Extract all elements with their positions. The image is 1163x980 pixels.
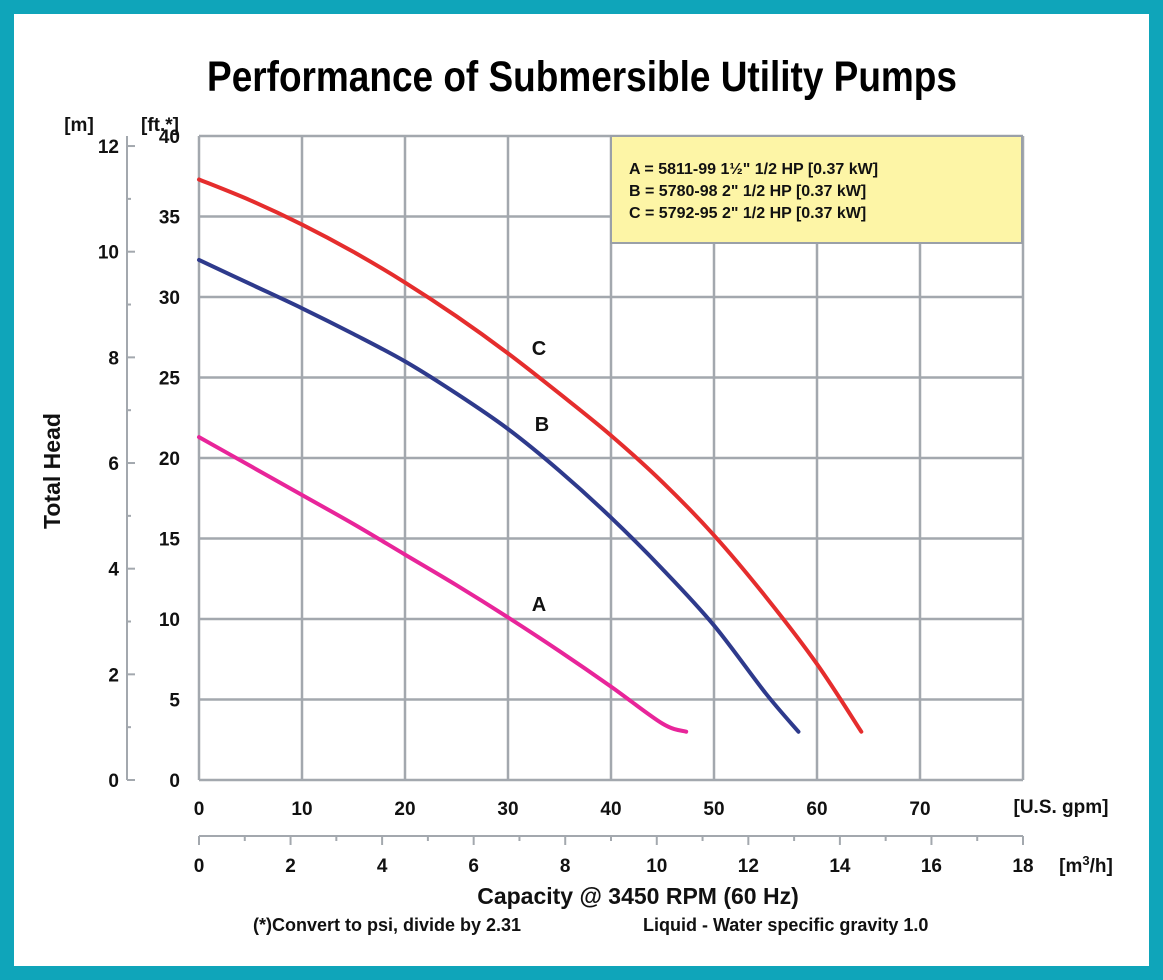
legend-entry-c: C = 5792-95 2" 1/2 HP [0.37 kW] xyxy=(629,205,866,222)
gpm-tick-label: 50 xyxy=(703,799,724,820)
feet-tick-label: 25 xyxy=(159,369,181,390)
meters-tick-label: 8 xyxy=(108,348,119,369)
m3h-tick-label: 8 xyxy=(560,856,571,877)
footnote-liquid: Liquid - Water specific gravity 1.0 xyxy=(643,915,928,935)
gpm-tick-label: 0 xyxy=(194,799,205,820)
chart-title: Performance of Submersible Utility Pumps xyxy=(207,53,957,100)
legend-entry-b: B = 5780-98 2" 1/2 HP [0.37 kW] xyxy=(629,183,866,200)
curve-b xyxy=(197,257,801,734)
curve-c xyxy=(197,177,864,734)
meters-tick-label: 10 xyxy=(98,243,119,264)
grid-lines xyxy=(197,134,1025,782)
m3h-tick-label: 12 xyxy=(738,856,759,877)
gpm-tick-label: 70 xyxy=(909,799,930,820)
m3h-tick-label: 10 xyxy=(646,856,667,877)
pump-performance-chart: Performance of Submersible Utility Pumps… xyxy=(39,53,1113,935)
footnote-psi: (*)Convert to psi, divide by 2.31 xyxy=(253,915,521,935)
x-unit-m3h-pre: [m xyxy=(1059,856,1082,877)
feet-tick-label: 10 xyxy=(159,610,180,631)
gpm-tick-label: 40 xyxy=(600,799,621,820)
m3h-tick-label: 4 xyxy=(377,856,388,877)
feet-tick-label: 5 xyxy=(169,691,180,712)
chart-frame: Performance of Submersible Utility Pumps… xyxy=(14,14,1149,966)
m3h-tick-label: 14 xyxy=(829,856,851,877)
y-axis-title: Total Head xyxy=(39,413,65,529)
y-unit-feet: [ft.*] xyxy=(141,115,179,136)
feet-tick-label: 30 xyxy=(159,288,180,309)
x-unit-m3h: [m3/h] xyxy=(1059,853,1113,877)
feet-tick-label: 40 xyxy=(159,127,180,148)
curve-a xyxy=(197,435,689,734)
m3h-tick-label: 18 xyxy=(1012,856,1033,877)
legend: A = 5811-99 1½" 1/2 HP [0.37 kW] B = 578… xyxy=(610,135,1023,244)
feet-tick-label: 0 xyxy=(169,771,180,792)
meters-tick-label: 6 xyxy=(108,454,119,475)
x-unit-m3h-sup: 3 xyxy=(1082,853,1089,868)
meters-tick-label: 12 xyxy=(98,137,119,158)
curve-label-c: C xyxy=(532,338,546,360)
x-unit-m3h-post: /h] xyxy=(1090,856,1113,877)
feet-tick-label: 15 xyxy=(159,530,181,551)
feet-tick-label: 20 xyxy=(159,449,180,470)
gpm-tick-label: 10 xyxy=(291,799,312,820)
m3h-tick-label: 0 xyxy=(194,856,205,877)
legend-box xyxy=(610,135,1023,244)
meters-tick-label: 2 xyxy=(108,665,119,686)
pump-curves xyxy=(197,177,864,734)
curve-label-a: A xyxy=(532,594,546,616)
feet-tick-label: 35 xyxy=(159,208,181,229)
curve-label-b: B xyxy=(535,414,549,436)
gpm-tick-label: 30 xyxy=(497,799,518,820)
gpm-tick-label: 20 xyxy=(394,799,415,820)
x-unit-gpm: [U.S. gpm] xyxy=(1014,797,1109,818)
m3h-tick-label: 6 xyxy=(468,856,479,877)
gpm-tick-label: 60 xyxy=(806,799,827,820)
meters-tick-label: 4 xyxy=(108,560,119,581)
legend-entry-a: A = 5811-99 1½" 1/2 HP [0.37 kW] xyxy=(629,161,878,178)
meters-tick-label: 0 xyxy=(108,771,119,792)
y-unit-meters: [m] xyxy=(64,115,94,136)
m3h-tick-label: 2 xyxy=(285,856,296,877)
x-axis-title: Capacity @ 3450 RPM (60 Hz) xyxy=(477,883,799,909)
m3h-tick-label: 16 xyxy=(921,856,942,877)
